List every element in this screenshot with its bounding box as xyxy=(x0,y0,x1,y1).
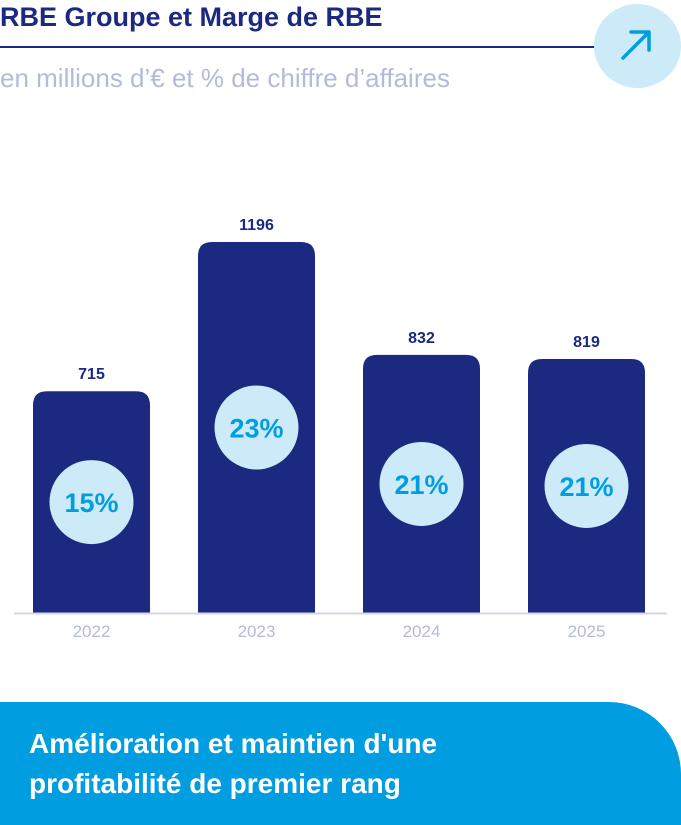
bar-chart: 715 15% 2022 1196 23% 2023 832 21% 2024 819 21% 202… xyxy=(14,217,667,641)
banner-line-1: Amélioration et maintien d'une xyxy=(29,728,438,759)
margin-circle xyxy=(379,441,464,526)
arrow-up-right-icon xyxy=(594,4,681,88)
margin-label: 21% xyxy=(559,472,613,502)
x-tick-label: 2023 xyxy=(238,622,276,641)
margin-label: 15% xyxy=(64,488,118,518)
margin-circle xyxy=(544,443,629,528)
x-tick-label: 2022 xyxy=(73,622,111,641)
value-label: 715 xyxy=(78,366,105,383)
margin-label: 23% xyxy=(229,414,283,444)
title-divider xyxy=(0,46,598,48)
margin-label: 21% xyxy=(394,470,448,500)
margin-circle xyxy=(214,385,299,470)
value-label: 832 xyxy=(408,330,435,347)
banner-line-2: profitabilité de premier rang xyxy=(29,768,401,799)
value-label: 819 xyxy=(573,334,600,351)
x-tick-label: 2024 xyxy=(403,622,441,641)
chart-title: RBE Groupe et Marge de RBE xyxy=(0,2,383,32)
chart-subtitle: en millions d’€ et % de chiffre d’affair… xyxy=(0,63,450,93)
value-label: 1196 xyxy=(239,217,274,234)
conclusion-banner: Amélioration et maintien d'une profitabi… xyxy=(0,702,681,825)
x-tick-label: 2025 xyxy=(568,622,606,641)
margin-circle xyxy=(49,460,134,545)
